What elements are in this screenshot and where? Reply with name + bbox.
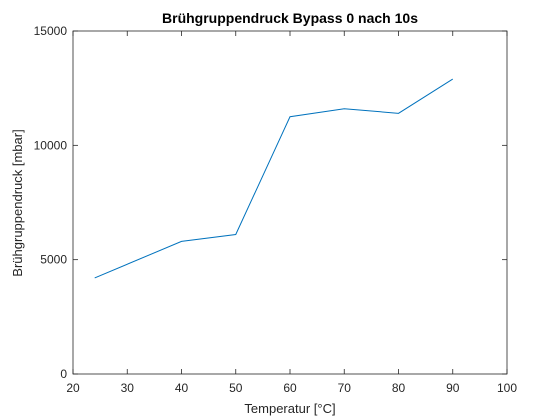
ticks-layer bbox=[72, 30, 508, 375]
series-layer bbox=[94, 78, 454, 279]
y-tick-label: 0 bbox=[60, 367, 67, 381]
x-tick-label: 70 bbox=[338, 381, 352, 395]
x-tick-label: 50 bbox=[229, 381, 243, 395]
x-tick-label: 90 bbox=[446, 381, 460, 395]
y-tick-label: 5000 bbox=[40, 253, 67, 267]
y-tick-label: 10000 bbox=[34, 138, 68, 152]
x-axis-label: Temperatur [°C] bbox=[244, 401, 335, 416]
x-tick-label: 40 bbox=[175, 381, 189, 395]
x-tick-label: 60 bbox=[283, 381, 297, 395]
x-tick-label: 100 bbox=[497, 381, 517, 395]
y-tick-label: 15000 bbox=[34, 24, 68, 38]
y-tick-labels: 0 5000 10000 15000 bbox=[34, 24, 68, 381]
x-tick-label: 30 bbox=[121, 381, 135, 395]
x-tick-labels: 20 30 40 50 60 70 80 90 100 bbox=[66, 381, 517, 395]
x-tick-label: 80 bbox=[392, 381, 406, 395]
chart-title: Brühgruppendruck Bypass 0 nach 10s bbox=[162, 10, 418, 26]
series-line-0 bbox=[94, 78, 454, 279]
y-axis-label: Brühgruppendruck [mbar] bbox=[10, 129, 25, 276]
axes-box bbox=[72, 30, 508, 375]
x-tick-label: 20 bbox=[66, 381, 80, 395]
